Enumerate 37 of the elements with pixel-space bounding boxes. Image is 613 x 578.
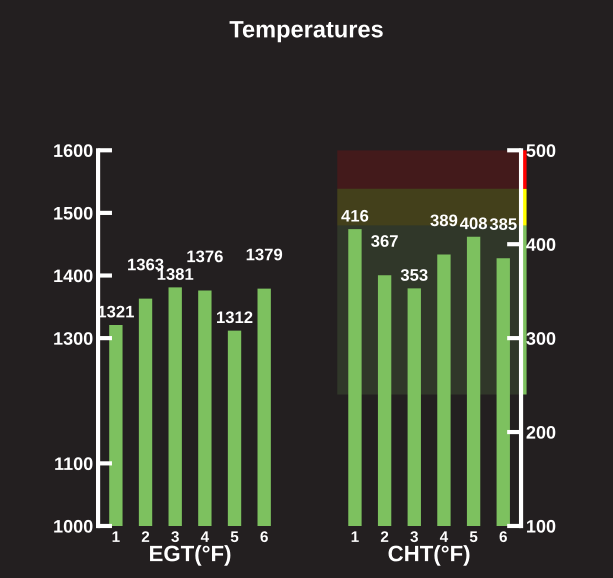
x-tick-label: 4 <box>200 531 210 542</box>
y-tick-label: 1500 <box>54 206 92 220</box>
data-label: 1379 <box>246 248 282 260</box>
y-tick-label: 300 <box>526 332 556 345</box>
data-label: 1381 <box>158 268 194 280</box>
x-tick-label: 6 <box>260 531 268 542</box>
data-label: 367 <box>371 235 398 247</box>
data-label: 353 <box>400 269 428 281</box>
data-label: 416 <box>341 210 368 222</box>
data-label: 1312 <box>217 311 252 324</box>
data-label: 408 <box>460 217 487 230</box>
x-tick-label: 1 <box>352 531 359 542</box>
y-tick-label: 1100 <box>55 457 92 470</box>
x-tick-label: 3 <box>410 531 418 542</box>
y-tick-label: 1300 <box>54 332 92 345</box>
x-tick-label: 4 <box>440 531 448 542</box>
x-axis-title: CHT(°F) <box>388 545 470 566</box>
chart-title: Temperatures <box>230 21 383 42</box>
y-tick-label: 100 <box>527 520 556 533</box>
x-axis-title: EGT(°F) <box>150 545 230 566</box>
y-tick-label: 500 <box>526 144 556 157</box>
y-tick-label: 1400 <box>54 269 92 282</box>
x-tick-label: 5 <box>470 531 478 542</box>
x-tick-label: 5 <box>230 531 238 542</box>
y-tick-label: 200 <box>526 426 556 439</box>
x-tick-label: 2 <box>142 531 150 542</box>
data-label: 385 <box>490 218 517 230</box>
x-tick-label: 1 <box>112 531 120 542</box>
data-label: 1321 <box>98 306 134 318</box>
data-label: 1376 <box>187 250 223 262</box>
x-tick-label: 2 <box>380 531 388 542</box>
y-tick-label: 1000 <box>54 520 92 533</box>
x-tick-label: 3 <box>171 531 179 542</box>
y-tick-label: 1600 <box>54 144 92 157</box>
data-label: 389 <box>430 214 458 226</box>
data-label: 1363 <box>128 258 164 270</box>
x-tick-label: 6 <box>500 531 507 542</box>
